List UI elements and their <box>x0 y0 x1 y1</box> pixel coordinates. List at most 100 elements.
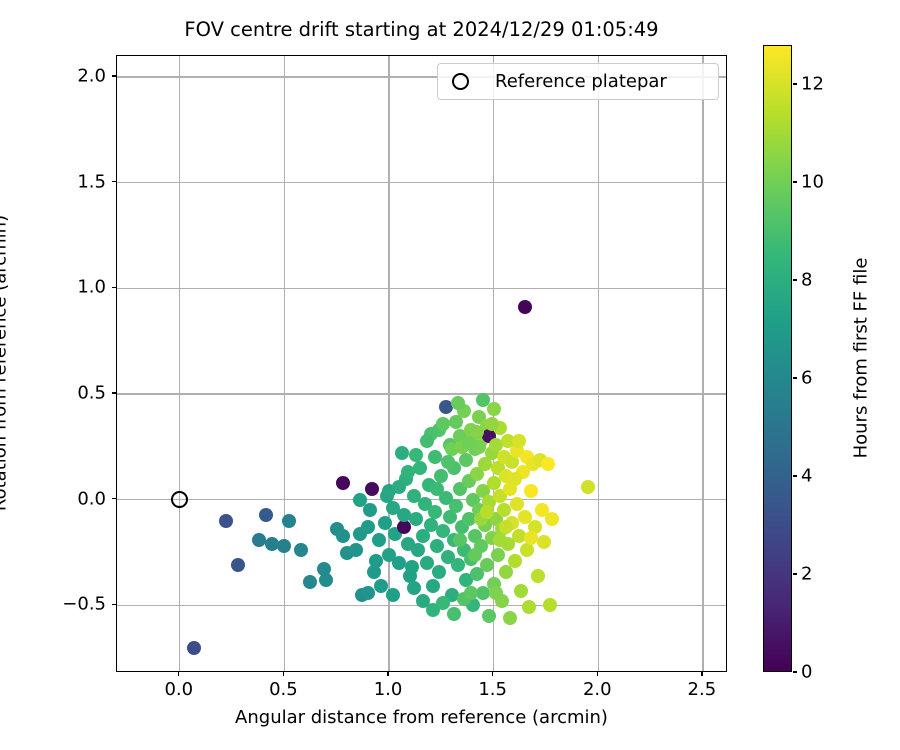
scatter-point <box>377 515 392 530</box>
scatter-point <box>442 509 457 524</box>
scatter-point <box>511 528 526 543</box>
colorbar-tick-label: 0 <box>801 661 813 683</box>
colorbar-tick-label: 6 <box>801 367 813 389</box>
y-tick-mark <box>112 603 116 606</box>
scatter-point <box>369 554 384 568</box>
colorbar-tick-label: 12 <box>801 73 824 95</box>
scatter-point <box>543 598 558 613</box>
x-tick-label: 2.5 <box>687 679 717 700</box>
scatter-point <box>371 532 386 547</box>
y-tick-mark <box>112 75 116 77</box>
y-tick-label: 2.0 <box>77 65 106 87</box>
scatter-point <box>434 469 449 484</box>
scatter-point <box>438 490 453 505</box>
scatter-point <box>363 503 378 518</box>
colorbar-tick-mark <box>793 671 797 673</box>
scatter-point <box>413 461 428 476</box>
scatter-point <box>513 583 528 598</box>
scatter-point <box>405 560 420 575</box>
legend: Reference platepar <box>437 63 719 100</box>
y-tick-mark <box>112 498 116 500</box>
x-tick-label: 0.5 <box>269 679 298 700</box>
scatter-point <box>430 539 445 554</box>
scatter-point <box>451 395 466 410</box>
scatter-point <box>446 606 461 621</box>
scatter-point <box>469 467 484 482</box>
scatter-point <box>497 503 512 518</box>
scatter-point <box>436 524 451 539</box>
scatter-point <box>281 513 296 528</box>
scatter-point <box>379 488 394 503</box>
scatter-point <box>394 446 409 461</box>
scatter-point <box>407 488 422 503</box>
scatter-point <box>478 456 493 471</box>
scatter-point <box>467 547 482 562</box>
x-tick-mark <box>701 672 703 676</box>
scatter-point <box>419 433 434 448</box>
colorbar-tick-label: 4 <box>801 465 813 487</box>
reference-platepar-point <box>171 491 189 509</box>
scatter-point <box>465 492 480 507</box>
scatter-point <box>480 505 495 520</box>
y-axis-label: Rotation from reference (arcmin) <box>0 214 11 512</box>
scatter-point <box>518 509 533 524</box>
colorbar-tick-mark <box>793 279 797 281</box>
scatter-point <box>396 507 411 522</box>
y-tick-mark <box>112 181 116 183</box>
x-gridline <box>492 56 495 671</box>
x-tick-mark <box>387 672 389 676</box>
scatter-point <box>509 496 524 511</box>
x-tick-mark <box>178 672 180 676</box>
y-tick-mark <box>112 392 116 394</box>
scatter-point <box>428 505 443 520</box>
scatter-point <box>484 416 499 431</box>
y-gridline <box>117 182 726 184</box>
legend-entry-label: Reference platepar <box>495 71 667 92</box>
scatter-point <box>302 575 317 590</box>
scatter-point <box>423 518 438 533</box>
scatter-point <box>407 581 422 596</box>
scatter-point <box>448 414 463 429</box>
x-tick-mark <box>491 672 494 676</box>
scatter-point <box>492 532 507 547</box>
scatter-point <box>520 543 535 558</box>
scatter-point <box>258 507 273 522</box>
scatter-point <box>425 579 440 594</box>
scatter-point <box>415 528 430 543</box>
scatter-point <box>448 499 463 514</box>
scatter-point <box>317 562 332 577</box>
y-gridline <box>117 76 726 78</box>
scatter-point <box>476 484 491 499</box>
colorbar-label: Hours from first FF file <box>850 257 872 459</box>
colorbar-tick-label: 10 <box>801 171 824 193</box>
y-tick-mark <box>112 286 116 289</box>
scatter-point <box>451 558 466 573</box>
scatter-point <box>511 433 526 448</box>
y-tick-label: 1.0 <box>77 276 106 298</box>
scatter-point <box>294 543 309 558</box>
scatter-point <box>319 573 334 588</box>
scatter-point <box>436 596 451 611</box>
scatter-point <box>463 585 478 600</box>
colorbar-tick-mark <box>793 181 797 183</box>
scatter-point <box>522 600 537 615</box>
y-tick-label: 0.0 <box>77 488 106 510</box>
x-gridline <box>597 56 599 671</box>
scatter-point <box>264 537 279 552</box>
scatter-point <box>400 465 415 480</box>
colorbar-tick-label: 8 <box>801 269 813 291</box>
scatter-point <box>335 528 350 543</box>
scatter-point <box>482 608 497 623</box>
y-gridline <box>117 287 726 290</box>
scatter-point <box>432 564 447 579</box>
scatter-point <box>534 503 549 518</box>
x-gridline <box>283 56 286 671</box>
scatter-point <box>476 393 491 408</box>
colorbar-tick-label: 2 <box>801 563 813 585</box>
scatter-point <box>352 492 367 507</box>
scatter-point <box>488 437 503 452</box>
scatter-point <box>499 564 514 579</box>
x-gridline <box>388 56 390 671</box>
scatter-point <box>541 456 556 471</box>
